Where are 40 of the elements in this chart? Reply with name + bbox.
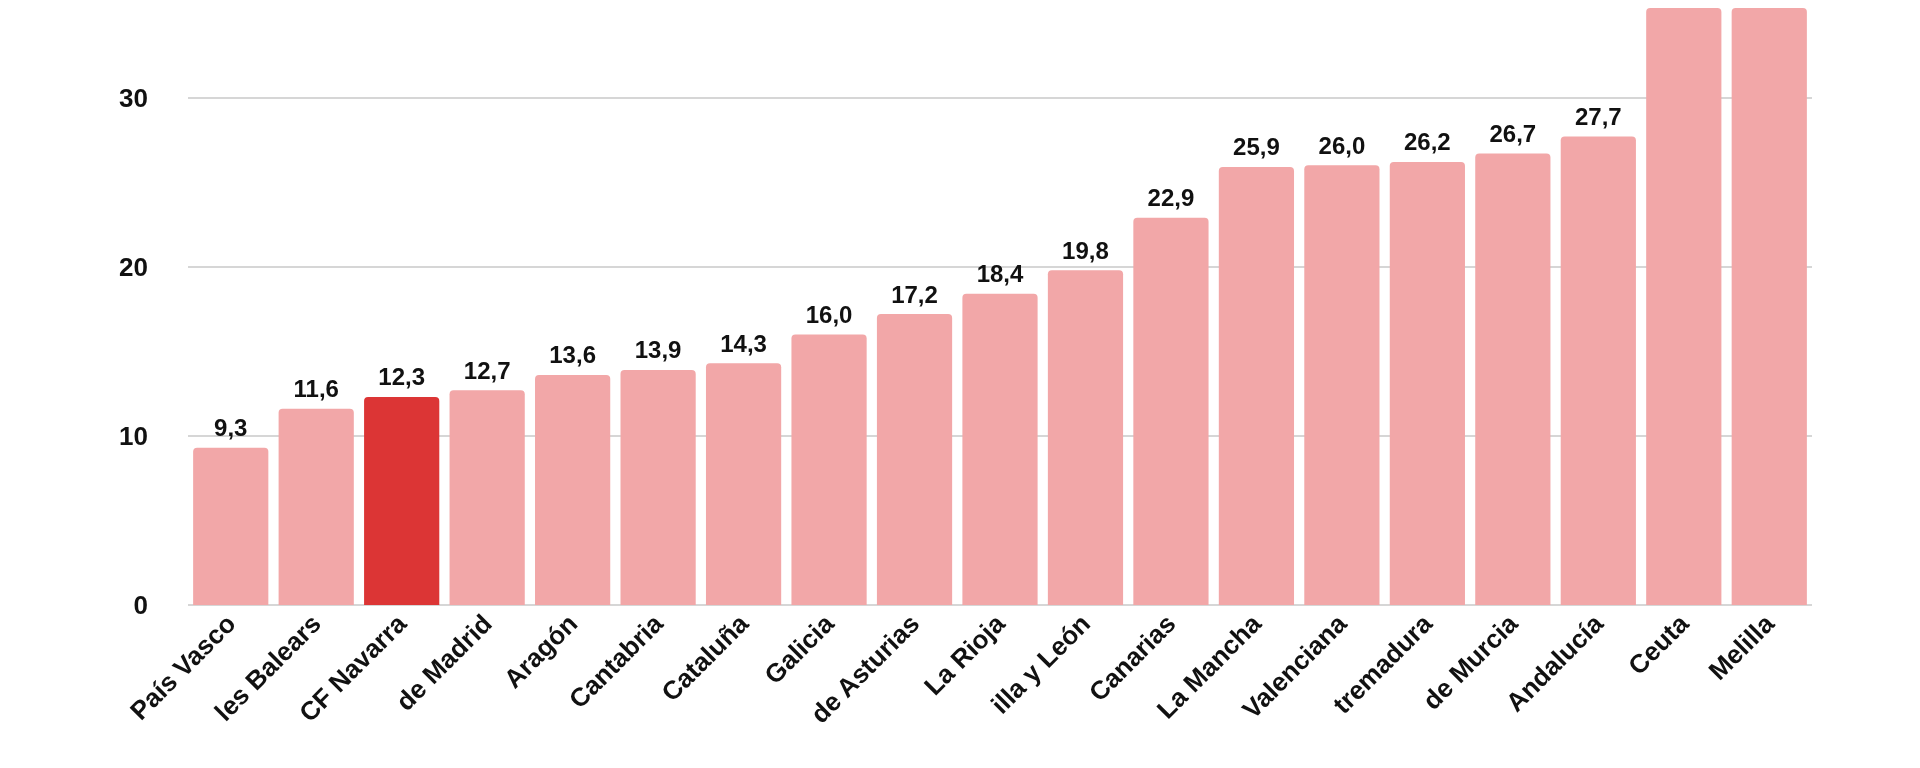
bar — [1646, 8, 1722, 605]
data-label: 13,9 — [634, 336, 682, 364]
bar — [278, 408, 354, 605]
bar — [1731, 8, 1807, 605]
data-label: 26,7 — [1489, 119, 1537, 147]
bar — [876, 314, 953, 605]
data-label: 26,2 — [1404, 128, 1451, 156]
data-label: 19,8 — [1062, 236, 1109, 264]
data-label: 25,9 — [1233, 133, 1280, 161]
bar — [1047, 270, 1124, 605]
bar — [1133, 217, 1209, 605]
data-label: 17,2 — [891, 280, 938, 308]
bar — [791, 334, 867, 605]
bar — [620, 369, 696, 605]
y-tick-label: 10 — [119, 420, 148, 451]
y-tick-label: 30 — [119, 82, 148, 113]
bar — [1560, 136, 1636, 605]
data-label: 18,4 — [976, 260, 1024, 288]
data-label: 12,3 — [378, 363, 426, 391]
y-tick-label: 20 — [119, 251, 148, 282]
data-label: 13,6 — [549, 341, 596, 369]
data-label: 14,3 — [720, 329, 767, 357]
bar — [449, 390, 525, 605]
y-tick-label: 0 — [133, 590, 148, 620]
bar — [364, 396, 440, 605]
bar — [1475, 153, 1551, 605]
data-label: 12,7 — [463, 356, 511, 384]
bar — [705, 363, 782, 605]
data-label: 9,3 — [214, 414, 248, 442]
data-label: 26,0 — [1318, 131, 1366, 159]
bar — [1218, 166, 1295, 605]
bar — [1389, 161, 1465, 605]
data-label: 22,9 — [1147, 184, 1195, 212]
bar — [1304, 165, 1380, 605]
data-label: 16,0 — [805, 300, 853, 328]
data-label: 11,6 — [293, 375, 339, 403]
data-label: 27,7 — [1574, 103, 1622, 131]
bar — [193, 447, 269, 605]
bar — [962, 293, 1038, 605]
bar — [535, 374, 611, 605]
